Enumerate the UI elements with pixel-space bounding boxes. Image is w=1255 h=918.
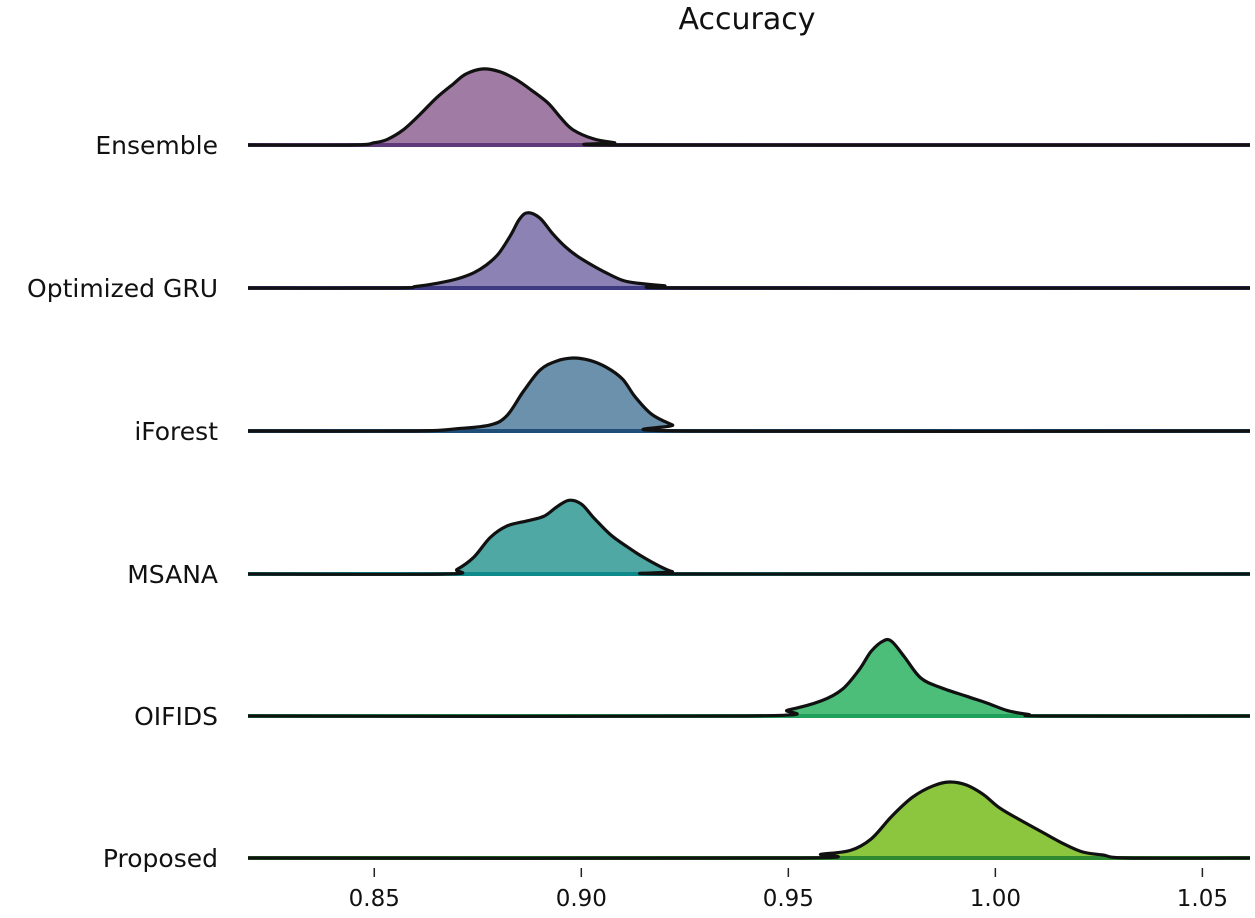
ridge-ensemble: Ensemble — [95, 67, 1251, 160]
ridge-area-msana — [248, 500, 1250, 575]
ridge-iforest: iForest — [134, 356, 1251, 446]
x-tick-label: 0.90 — [556, 886, 607, 912]
ridge-optimized-gru: Optimized GRU — [27, 211, 1251, 303]
ridge-msana: MSANA — [127, 498, 1251, 589]
ridge-area-iforest — [248, 357, 1250, 432]
ridge-area-proposed — [248, 781, 1250, 859]
series-label-ensemble: Ensemble — [95, 131, 218, 160]
ridge-outline-iforest — [247, 356, 1251, 434]
ridge-outline-proposed — [247, 780, 1251, 860]
series-label-iforest: iForest — [134, 417, 218, 446]
ridge-oifids: OIFIDS — [134, 637, 1251, 731]
ridge-proposed: Proposed — [103, 780, 1251, 873]
ridge-outline-oifids — [247, 637, 1251, 719]
series-label-optimized-gru: Optimized GRU — [27, 274, 218, 303]
series-label-msana: MSANA — [127, 560, 218, 589]
ridge-outline-optimized-gru — [247, 211, 1251, 290]
ridges-group: Ensemble Optimized GRU iForest MSANA OIFIDS P… — [27, 67, 1251, 873]
ridge-outline-ensemble — [247, 67, 1251, 147]
x-tick-label: 0.95 — [763, 886, 814, 912]
chart-title: Accuracy — [679, 2, 816, 37]
series-label-proposed: Proposed — [103, 844, 218, 873]
x-axis: 0.85 0.90 0.95 1.00 1.05 — [349, 868, 1228, 912]
ridge-area-optimized-gru — [248, 212, 1250, 289]
series-label-oifids: OIFIDS — [134, 702, 218, 731]
x-tick-label: 1.00 — [970, 886, 1021, 912]
x-tick-label: 0.85 — [349, 886, 400, 912]
ridge-area-ensemble — [248, 68, 1250, 146]
ridge-area-oifids — [248, 639, 1250, 717]
ridge-outline-msana — [247, 498, 1251, 576]
x-tick-label: 1.05 — [1177, 886, 1228, 912]
